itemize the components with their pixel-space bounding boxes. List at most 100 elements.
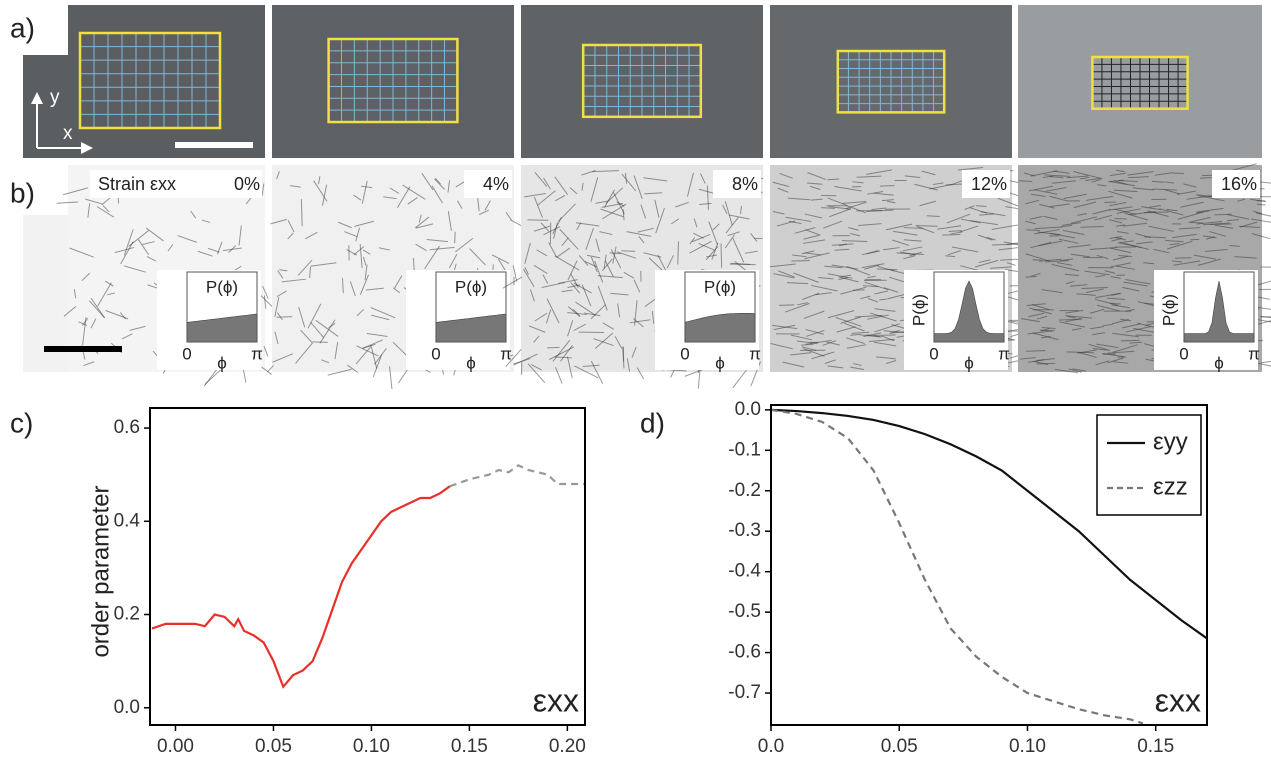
fiber-deco (823, 220, 843, 229)
fiber-deco (558, 203, 576, 222)
fiber-deco (561, 289, 573, 293)
fiber-deco (85, 198, 103, 205)
inset-tick: 0 (182, 344, 191, 363)
y-tick-label: -0.2 (728, 480, 761, 501)
fiber-deco (597, 285, 608, 311)
y-tick-label: 0.6 (114, 417, 140, 438)
fiber-deco (426, 239, 448, 243)
fiber-deco (1119, 240, 1134, 244)
inset-x-label: ϕ (715, 353, 725, 372)
fiber-deco (946, 213, 971, 224)
fiber-deco (1115, 265, 1136, 270)
fiber-deco (1159, 208, 1184, 216)
fiber-deco (554, 255, 580, 271)
fiber-deco (1070, 253, 1090, 258)
fiber-deco (1116, 208, 1141, 214)
fiber-deco (1197, 258, 1221, 266)
fiber-deco (536, 249, 548, 257)
fiber-deco (574, 365, 599, 379)
fiber-deco (310, 262, 337, 267)
fiber-deco (362, 339, 383, 349)
inset-histogram (933, 280, 1005, 343)
fiber-deco (697, 369, 701, 389)
fiber-deco (1084, 270, 1110, 276)
fiber-deco (307, 303, 322, 329)
fiber-deco (831, 264, 859, 270)
fiber-deco (1183, 183, 1197, 188)
fiber-deco (121, 333, 133, 340)
fiber-deco (245, 197, 252, 205)
fiber-deco (1062, 229, 1085, 235)
x-tick-label: 0.15 (451, 736, 488, 757)
fiber-deco (1110, 275, 1121, 279)
fiber-deco (361, 180, 368, 204)
fiber-deco (850, 333, 861, 336)
fiber-deco (327, 368, 352, 376)
fiber-deco (601, 258, 613, 272)
fiber-deco (197, 250, 213, 257)
fiber-deco (793, 272, 819, 283)
fiber-deco (992, 243, 1019, 246)
fiber-deco (773, 324, 796, 331)
fiber-deco (879, 298, 888, 301)
fiber-deco (349, 281, 356, 297)
fiber-deco (524, 267, 529, 275)
fiber-deco (1085, 288, 1104, 294)
data-line (151, 485, 451, 689)
fiber-deco (1122, 286, 1140, 292)
fiber-deco (947, 250, 961, 256)
fiber-deco (1060, 224, 1073, 228)
fiber-deco (976, 205, 987, 207)
fiber-deco (1123, 281, 1148, 287)
fiber-deco (421, 173, 434, 191)
panel-label: c) (10, 407, 33, 438)
fiber-deco (610, 249, 622, 269)
inset-x-label: ϕ (1214, 353, 1224, 372)
fiber-deco (502, 276, 523, 289)
fiber-deco (706, 185, 709, 210)
fiber-deco (874, 290, 888, 295)
fiber-deco (914, 183, 938, 191)
strain-label: 16% (1221, 174, 1257, 194)
fiber-deco (792, 254, 807, 258)
fiber-deco (638, 236, 645, 244)
fiber-deco (809, 185, 821, 190)
image-tile (23, 55, 73, 158)
image-tile (68, 5, 265, 158)
fiber-deco (835, 317, 862, 327)
fiber-deco (794, 226, 816, 234)
fiber-deco (1238, 225, 1261, 228)
fiber-deco (559, 228, 579, 250)
scale-bar (44, 346, 122, 352)
fiber-deco (321, 184, 328, 206)
fiber-deco (782, 361, 805, 368)
fiber-deco (1104, 201, 1117, 203)
label-bg (1212, 170, 1260, 198)
fiber-deco (621, 173, 637, 192)
fiber-deco (689, 237, 696, 245)
fiber-deco (602, 203, 627, 220)
fiber-deco (724, 201, 733, 226)
fiber-deco (263, 346, 269, 357)
fiber-deco (626, 358, 631, 372)
fiber-deco (626, 231, 652, 237)
fiber-deco (1255, 320, 1271, 326)
fiber-deco (534, 171, 548, 187)
fiber-deco (1025, 199, 1040, 205)
fiber-deco (1255, 212, 1271, 217)
fiber-deco (261, 366, 272, 375)
fiber-deco (309, 266, 312, 279)
fiber-deco (142, 241, 155, 245)
fiber-deco (389, 187, 400, 194)
fiber-deco (1067, 315, 1076, 319)
fiber-deco (201, 219, 211, 223)
fiber-deco (1029, 307, 1052, 315)
fiber-deco (378, 247, 390, 251)
fiber-deco (604, 260, 614, 278)
inset-histogram (186, 313, 258, 343)
fiber-deco (484, 200, 491, 211)
fiber-deco (846, 265, 871, 276)
fiber-deco (1258, 181, 1271, 184)
fiber-deco (300, 199, 303, 227)
fiber-deco (1076, 293, 1096, 296)
